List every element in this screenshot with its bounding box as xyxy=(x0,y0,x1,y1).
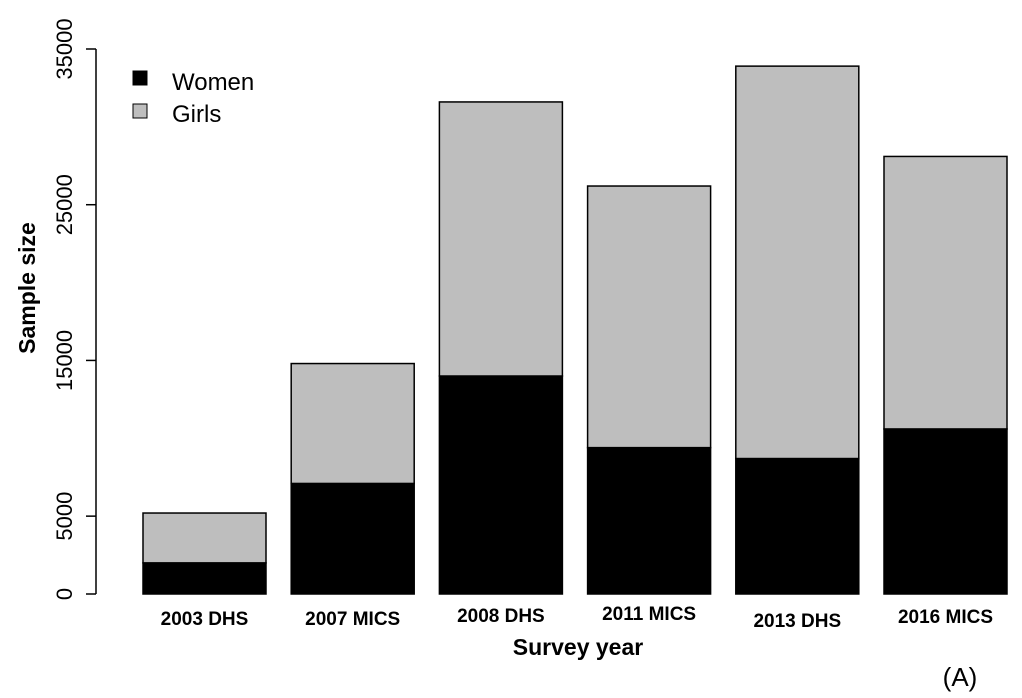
x-tick-label: 2007 MICS xyxy=(305,609,400,630)
legend: Women Girls xyxy=(132,69,254,128)
x-tick-label: 2013 DHS xyxy=(753,611,841,632)
x-tick-label: 2008 DHS xyxy=(457,606,545,627)
legend-label-girls: Girls xyxy=(172,101,221,128)
bar-women-0 xyxy=(142,562,267,595)
x-tick-label: 2016 MICS xyxy=(898,607,993,628)
bars xyxy=(142,65,1008,595)
bar-girls-5 xyxy=(883,155,1008,430)
bar-women-5 xyxy=(883,428,1008,595)
bar-women-2 xyxy=(438,375,564,595)
x-tick-label: 2011 MICS xyxy=(602,604,696,625)
legend-swatch-women xyxy=(132,70,148,86)
bar-girls-1 xyxy=(290,362,415,485)
bar-women-1 xyxy=(290,482,415,595)
x-tick-label: 2003 DHS xyxy=(161,609,249,630)
y-tick-label: 0 xyxy=(52,588,77,600)
y-tick-label: 25000 xyxy=(52,174,77,235)
legend-swatch-girls xyxy=(132,103,148,119)
panel-label: (A) xyxy=(943,662,978,692)
bar-girls-2 xyxy=(438,101,564,377)
x-axis-labels: 2003 DHS 2007 MICS 2008 DHS 2011 MICS 2013 D… xyxy=(161,604,993,632)
y-axis: 0 5000 15000 25000 35000 xyxy=(52,18,97,600)
y-tick-label: 35000 xyxy=(52,18,77,79)
bar-girls-3 xyxy=(586,185,712,449)
y-axis-title: Sample size xyxy=(14,222,40,354)
bar-girls-0 xyxy=(142,512,267,564)
y-tick-label: 15000 xyxy=(52,330,77,391)
legend-label-women: Women xyxy=(172,69,254,96)
x-axis-title: Survey year xyxy=(513,634,643,660)
y-tick-label: 5000 xyxy=(52,492,77,541)
bar-girls-4 xyxy=(735,65,860,460)
bar-women-3 xyxy=(586,446,712,595)
bar-women-4 xyxy=(735,457,860,595)
